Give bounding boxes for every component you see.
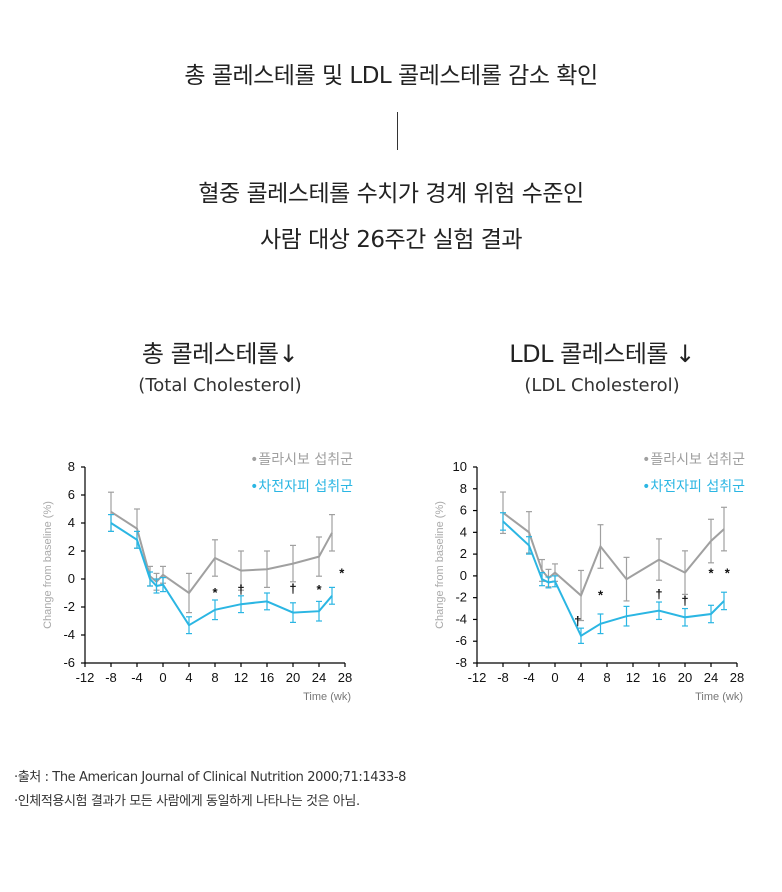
x-tick-label: 28 xyxy=(338,670,352,685)
vertical-divider xyxy=(397,112,398,150)
y-tick-label: 4 xyxy=(68,515,75,530)
x-tick-label: 4 xyxy=(185,670,192,685)
x-tick-label: 20 xyxy=(286,670,300,685)
chart-title-en: (LDL Cholesterol) xyxy=(524,375,680,396)
y-tick-label: 6 xyxy=(460,503,467,518)
y-tick-label: -6 xyxy=(63,655,75,670)
significance-marker: † xyxy=(655,586,662,601)
x-axis-label: Time (wk) xyxy=(695,691,743,703)
subtitle-line-1: 혈중 콜레스테롤 수치가 경계 위험 수준인 xyxy=(198,181,584,207)
legend-treatment: •차전자피 섭취군 xyxy=(642,479,745,495)
placebo-series-line xyxy=(110,510,333,595)
x-tick-label: -12 xyxy=(76,670,95,685)
treatment-series-line xyxy=(502,520,725,638)
significance-marker: † xyxy=(237,582,244,597)
significance-marker: * xyxy=(212,585,218,600)
x-tick-label: -12 xyxy=(468,670,487,685)
source-note: ·출처 : The American Journal of Clinical N… xyxy=(14,770,407,785)
x-tick-label: -8 xyxy=(105,670,117,685)
footnotes: ·출처 : The American Journal of Clinical N… xyxy=(14,766,406,814)
y-tick-label: 10 xyxy=(453,459,467,474)
x-axis-label: Time (wk) xyxy=(303,691,351,703)
significance-marker: * xyxy=(316,582,322,597)
y-tick-label: -4 xyxy=(455,611,467,626)
y-tick-label: -2 xyxy=(455,590,467,605)
x-tick-label: 16 xyxy=(652,670,666,685)
y-axis-label: Change from baseline (%) xyxy=(434,501,446,629)
x-tick-label: -4 xyxy=(523,670,535,685)
subtitle-line-2: 사람 대상 26주간 실험 결과 xyxy=(259,227,523,253)
total-cholesterol-title: 총 콜레스테롤↓ (Total Cholesterol) xyxy=(40,334,400,396)
chart-title-ko: 총 콜레스테롤↓ xyxy=(141,340,299,368)
y-axis-label: Change from baseline (%) xyxy=(42,501,54,629)
y-tick-label: 2 xyxy=(68,543,75,558)
legend-placebo: •플라시보 섭취군 xyxy=(642,452,745,468)
y-tick-label: -4 xyxy=(63,627,75,642)
x-tick-label: 4 xyxy=(577,670,584,685)
significance-marker: † xyxy=(681,593,688,608)
x-tick-label: 12 xyxy=(234,670,248,685)
significance-marker: * xyxy=(708,566,714,581)
ldl-cholesterol-title: LDL 콜레스테롤 ↓ (LDL Cholesterol) xyxy=(422,334,782,396)
x-tick-label: 0 xyxy=(551,670,558,685)
x-tick-label: 12 xyxy=(626,670,640,685)
placebo-series-line xyxy=(502,511,725,598)
x-tick-label: 0 xyxy=(159,670,166,685)
y-tick-label: -6 xyxy=(455,633,467,648)
x-tick-label: 8 xyxy=(603,670,610,685)
significance-marker: † xyxy=(289,581,296,596)
y-tick-label: 0 xyxy=(460,568,467,583)
x-tick-label: 28 xyxy=(730,670,744,685)
legend-placebo: •플라시보 섭취군 xyxy=(250,452,353,468)
page-title: 총 콜레스테롤 및 LDL 콜레스테롤 감소 확인 xyxy=(184,63,598,89)
y-tick-label: 6 xyxy=(68,487,75,502)
y-tick-label: -2 xyxy=(63,599,75,614)
x-tick-label: 8 xyxy=(211,670,218,685)
significance-marker: * xyxy=(598,587,604,602)
chart-title-ko: LDL 콜레스테롤 ↓ xyxy=(509,340,695,368)
y-tick-label: 2 xyxy=(460,546,467,561)
x-tick-label: 16 xyxy=(260,670,274,685)
legend-treatment: •차전자피 섭취군 xyxy=(250,479,353,495)
significance-marker: * xyxy=(725,566,731,581)
significance-marker: * xyxy=(339,565,345,580)
x-tick-label: 24 xyxy=(312,670,326,685)
y-tick-label: -8 xyxy=(455,655,467,670)
y-tick-label: 4 xyxy=(460,524,467,539)
chart-title-en: (Total Cholesterol) xyxy=(138,375,302,396)
significance-marker: † xyxy=(574,614,581,629)
disclaimer-note: ·인체적용시험 결과가 모든 사람에게 동일하게 나타나는 것은 아님. xyxy=(14,794,360,809)
y-tick-label: 0 xyxy=(68,571,75,586)
x-tick-label: -8 xyxy=(497,670,509,685)
y-tick-label: 8 xyxy=(460,481,467,496)
treatment-series-line xyxy=(110,522,333,627)
x-tick-label: -4 xyxy=(131,670,143,685)
y-tick-label: 8 xyxy=(68,459,75,474)
x-tick-label: 20 xyxy=(678,670,692,685)
x-tick-label: 24 xyxy=(704,670,718,685)
